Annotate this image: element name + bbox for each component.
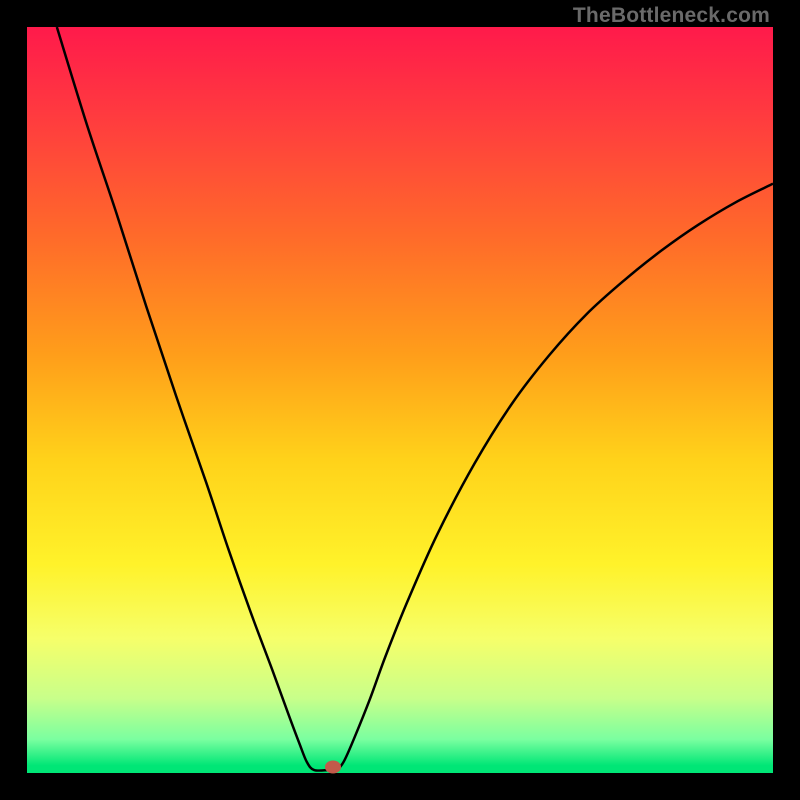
plot-area bbox=[27, 27, 773, 773]
optimal-point-marker bbox=[325, 761, 341, 774]
chart-frame: TheBottleneck.com bbox=[0, 0, 800, 800]
watermark-text: TheBottleneck.com bbox=[573, 4, 770, 28]
bottleneck-curve bbox=[57, 27, 773, 771]
curve-layer bbox=[27, 27, 773, 773]
